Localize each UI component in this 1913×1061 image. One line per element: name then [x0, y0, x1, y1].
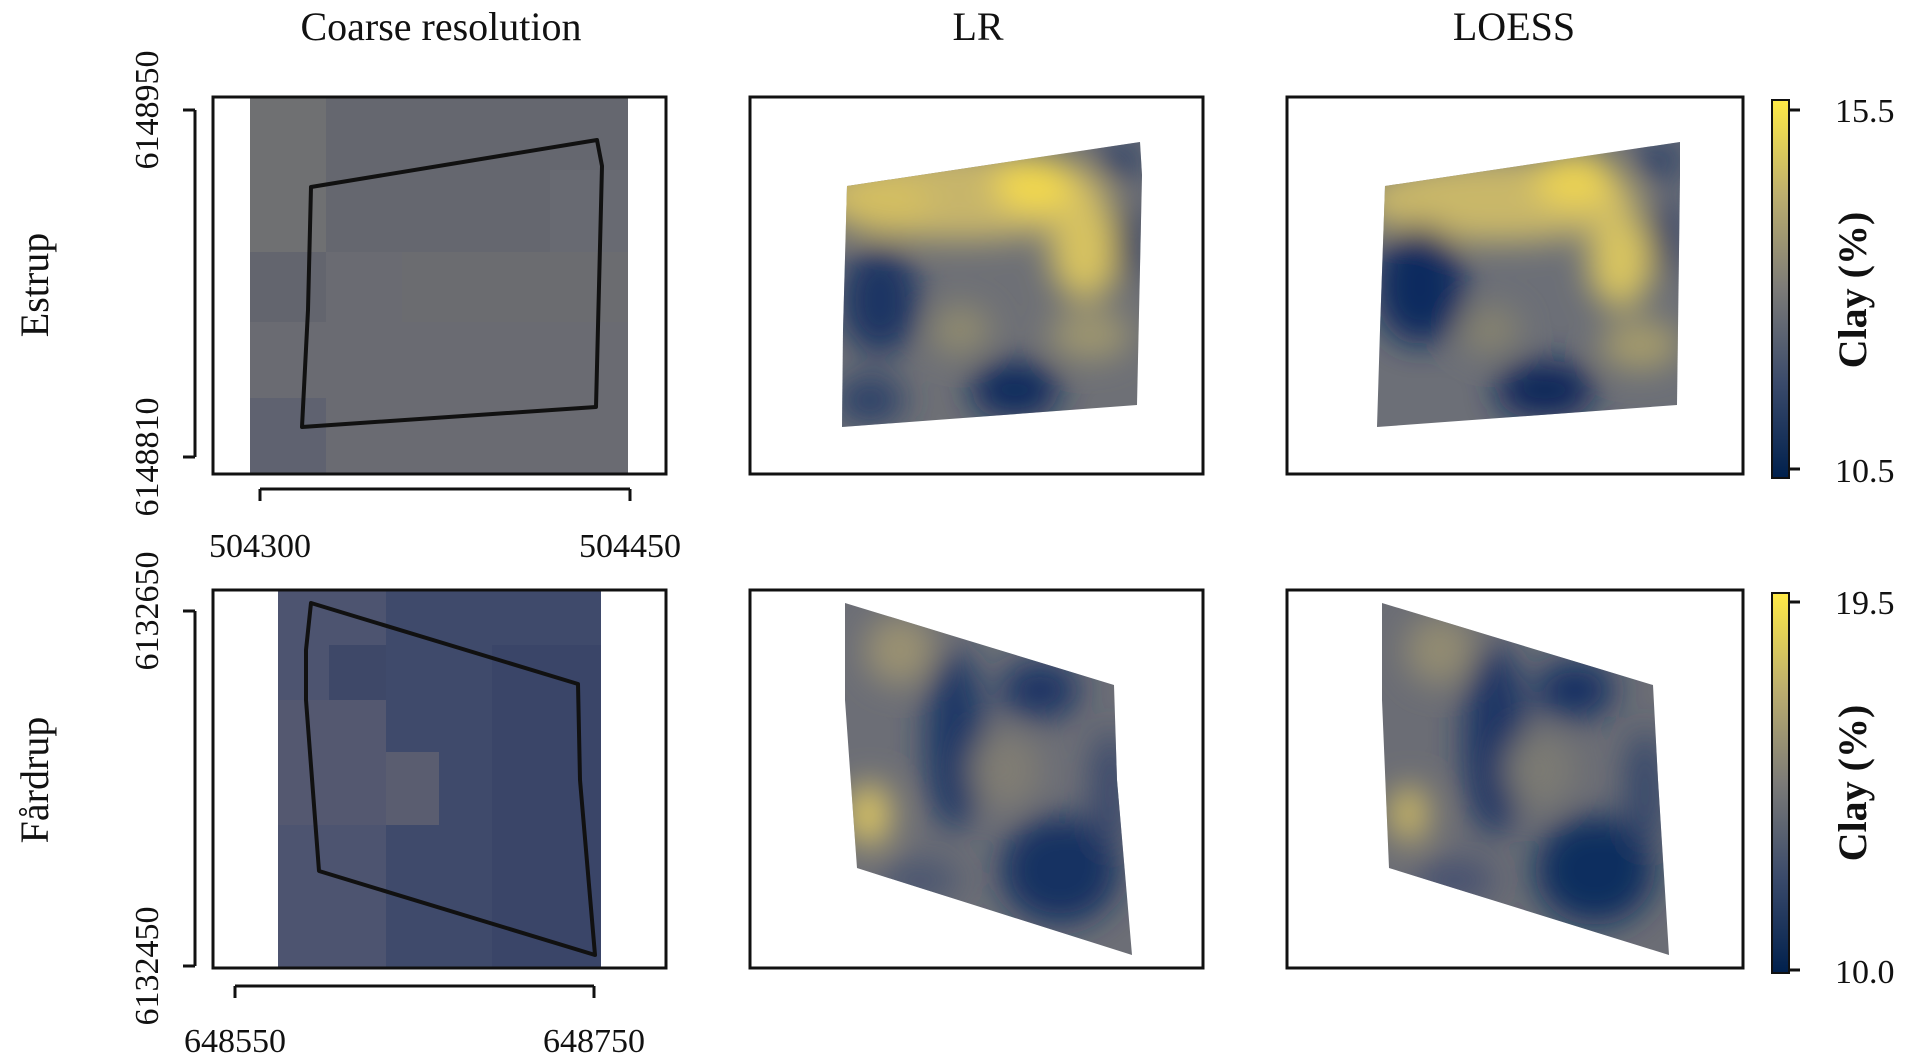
y-tick-estrup-top: 6148950 — [129, 51, 166, 170]
colorbar-estrup-min: 10.5 — [1835, 453, 1895, 490]
x-tick-estrup-left: 504300 — [209, 528, 311, 565]
colorbar-estrup-label: Clay (%) — [1830, 212, 1875, 369]
colorbar-fardrup-label: Clay (%) — [1830, 705, 1875, 862]
row-title-fardrup: Fårdrup — [12, 717, 57, 844]
panel-estrup-coarse — [211, 95, 668, 476]
x-tick-estrup-right: 504450 — [579, 528, 681, 565]
panel-fardrup-coarse — [211, 588, 668, 970]
colorbar-estrup: 15.5 10.5 Clay (%) — [1771, 93, 1895, 490]
y-tick-fardrup-top: 6132650 — [129, 552, 166, 671]
y-tick-estrup-bottom: 6148810 — [129, 398, 166, 517]
colorbar-fardrup-max: 19.5 — [1835, 585, 1895, 622]
panel-estrup-loess — [1285, 95, 1745, 476]
field-boundary — [300, 138, 604, 429]
field-boundary — [304, 601, 597, 957]
row-title-estrup: Estrup — [12, 233, 57, 337]
panel-fardrup-loess — [1285, 588, 1745, 970]
x-tick-fardrup-left: 648550 — [184, 1023, 286, 1060]
y-tick-fardrup-bottom: 6132450 — [129, 907, 166, 1026]
column-title-lr: LR — [952, 4, 1003, 49]
panel-fardrup-lr — [748, 588, 1205, 970]
panel-estrup-lr — [748, 95, 1205, 476]
column-title-coarse: Coarse resolution — [300, 4, 581, 49]
colorbar-fardrup: 19.5 10.0 Clay (%) — [1771, 585, 1895, 991]
colorbar-fardrup-min: 10.0 — [1835, 954, 1895, 991]
column-title-loess: LOESS — [1453, 4, 1575, 49]
colorbar-estrup-max: 15.5 — [1835, 93, 1895, 130]
x-tick-fardrup-right: 648750 — [543, 1023, 645, 1060]
